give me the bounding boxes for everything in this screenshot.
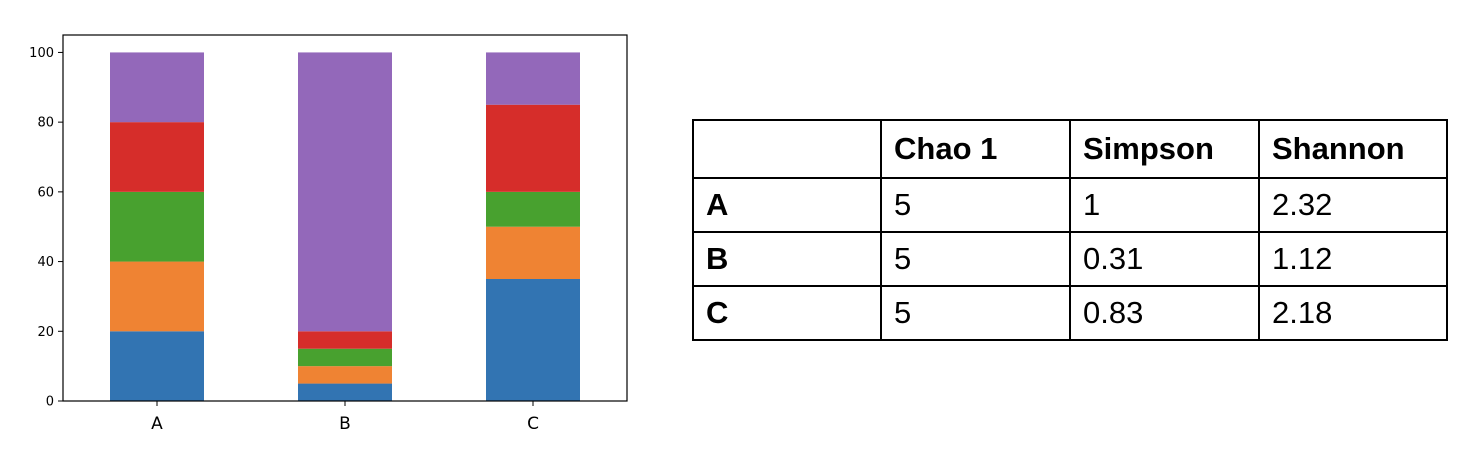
x-axis: A B C bbox=[151, 401, 539, 434]
bar-segment-b-3 bbox=[298, 348, 392, 367]
y-tick-label: 40 bbox=[37, 255, 54, 270]
header-cell-empty bbox=[692, 119, 882, 179]
bar-segment-c-2 bbox=[486, 226, 580, 279]
table-cell: 0.31 bbox=[1069, 231, 1260, 287]
stacked-bar-chart: 0 20 40 60 80 100 A B C bbox=[29, 34, 628, 434]
bar-segment-c-1 bbox=[486, 279, 580, 401]
x-tick-label: C bbox=[527, 414, 539, 434]
bar-segment-b-1 bbox=[298, 383, 392, 401]
table-row: C 5 0.83 2.18 bbox=[692, 285, 1448, 341]
bar-segment-c-3 bbox=[486, 191, 580, 227]
table-row: B 5 0.31 1.12 bbox=[692, 231, 1448, 287]
y-tick-label: 80 bbox=[37, 116, 54, 131]
y-tick-label: 60 bbox=[37, 185, 54, 200]
table-cell: 2.18 bbox=[1258, 285, 1448, 341]
bar-segment-b-5 bbox=[298, 52, 392, 332]
table-cell: 2.32 bbox=[1258, 177, 1448, 233]
y-tick-label: 20 bbox=[37, 325, 54, 340]
bar-segment-a-1 bbox=[110, 331, 204, 401]
row-label: A bbox=[692, 177, 882, 233]
bars-group bbox=[110, 52, 580, 401]
header-cell-simpson: Simpson bbox=[1069, 119, 1260, 179]
diversity-metrics-table: Chao 1 Simpson Shannon A 5 1 2.32 B 5 0.… bbox=[692, 119, 1448, 341]
bar-segment-a-5 bbox=[110, 52, 204, 123]
table-header-row: Chao 1 Simpson Shannon bbox=[692, 119, 1448, 179]
y-tick-label: 100 bbox=[29, 46, 54, 61]
table-cell: 5 bbox=[880, 177, 1071, 233]
bar-segment-b-2 bbox=[298, 366, 392, 384]
table-row: A 5 1 2.32 bbox=[692, 177, 1448, 233]
table-cell: 5 bbox=[880, 285, 1071, 341]
table-cell: 5 bbox=[880, 231, 1071, 287]
x-tick-label: A bbox=[151, 414, 163, 434]
table-cell: 1 bbox=[1069, 177, 1260, 233]
y-tick-label: 0 bbox=[46, 395, 54, 410]
y-axis: 0 20 40 60 80 100 bbox=[29, 46, 63, 410]
row-label: B bbox=[692, 231, 882, 287]
bar-segment-a-4 bbox=[110, 122, 204, 192]
bar-segment-c-5 bbox=[486, 52, 580, 105]
table-cell: 1.12 bbox=[1258, 231, 1448, 287]
bar-segment-b-4 bbox=[298, 331, 392, 349]
row-label: C bbox=[692, 285, 882, 341]
bar-segment-c-4 bbox=[486, 104, 580, 192]
bar-segment-a-3 bbox=[110, 191, 204, 262]
bar-segment-a-2 bbox=[110, 261, 204, 332]
x-tick-label: B bbox=[339, 414, 351, 434]
header-cell-shannon: Shannon bbox=[1258, 119, 1448, 179]
header-cell-chao1: Chao 1 bbox=[880, 119, 1071, 179]
table-cell: 0.83 bbox=[1069, 285, 1260, 341]
